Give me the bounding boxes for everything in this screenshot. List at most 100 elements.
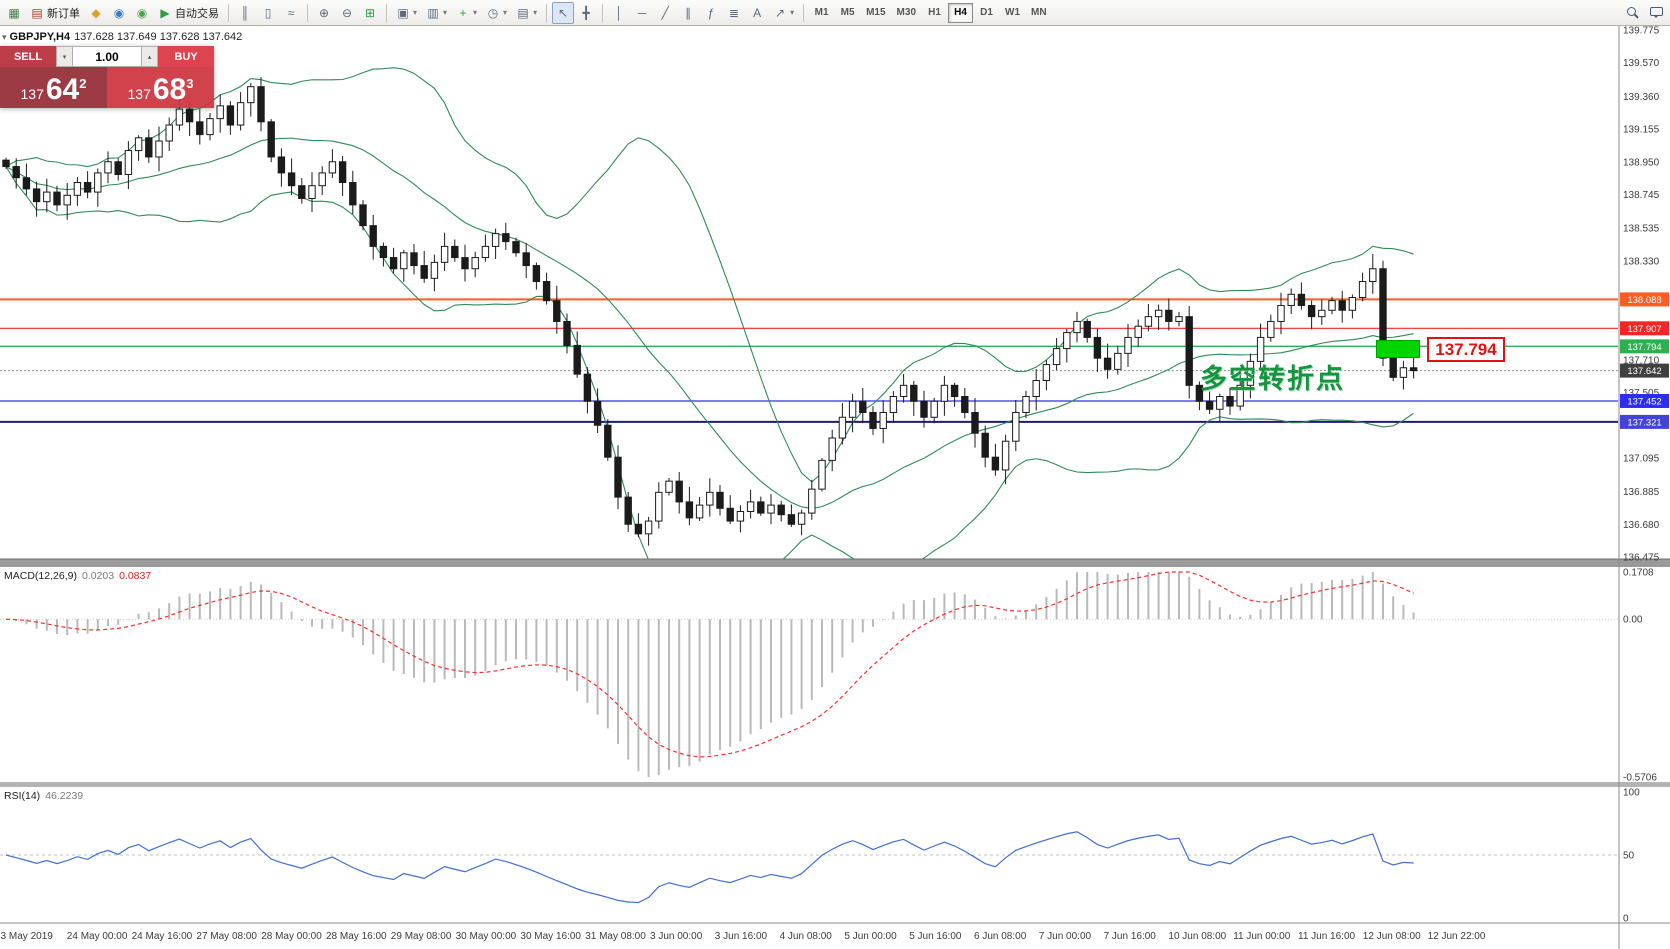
rsi-axis-label: 100 — [1623, 788, 1640, 799]
toolbar-separator — [228, 3, 229, 22]
buy-price[interactable]: 137 68 3 — [107, 67, 214, 108]
chart-canvas[interactable]: 139.775 139.570 139.360 139.155 138.950 138.7… — [0, 26, 1670, 949]
time-axis-label: 30 May 16:00 — [520, 931, 581, 942]
new-order-button-label: 新订单 — [47, 7, 80, 20]
arrows-glyph-icon: ↗ — [775, 5, 786, 20]
price-axis-label: 139.155 — [1623, 125, 1660, 136]
rsi-line — [5, 831, 1414, 904]
horizontal-line-icon[interactable]: ─ — [631, 2, 653, 24]
profile-icon[interactable]: ◉ — [108, 2, 130, 24]
one-click-panel-toggle[interactable]: ▾ — [2, 32, 7, 42]
timeframe-w1[interactable]: W1 — [1000, 3, 1025, 23]
timeframe-mn[interactable]: MN — [1026, 3, 1052, 23]
panel-separator[interactable] — [0, 782, 1670, 787]
level-price-tag — [1620, 393, 1669, 408]
timeframe-d1[interactable]: D1 — [974, 3, 999, 23]
macd-label: MACD(12,26,9) 0.0203 0.0837 — [4, 570, 151, 582]
candlestick-series — [2, 77, 1418, 546]
community-icon[interactable]: ◉ — [131, 2, 153, 24]
tile-windows-glyph-icon: ⊞ — [364, 5, 376, 20]
cascade-windows-icon[interactable]: ▣ ▾ — [392, 2, 421, 24]
timeframe-h1[interactable]: H1 — [922, 3, 947, 23]
period-icon[interactable]: ◷ ▾ — [482, 2, 511, 24]
time-axis-label: 29 May 08:00 — [391, 931, 452, 942]
dropdown-arrow-icon: ▾ — [443, 8, 448, 17]
line-chart-icon[interactable]: ≈ — [280, 2, 302, 24]
timeframe-m15[interactable]: M15 — [861, 3, 890, 23]
vertical-line-icon[interactable]: │ — [608, 2, 630, 24]
arrows-icon[interactable]: ↗ ▾ — [769, 2, 798, 24]
new-chart-icon[interactable]: ▦ — [3, 2, 25, 24]
level-price-tag-text: 137.907 — [1627, 324, 1661, 335]
zoom-out-icon[interactable]: ⊖ — [336, 2, 358, 24]
dropdown-arrow-icon: ▾ — [790, 8, 795, 17]
chat-button[interactable] — [1645, 2, 1667, 24]
price-axis-label: 138.330 — [1623, 256, 1660, 267]
panel-separator[interactable] — [0, 559, 1670, 567]
price-callout[interactable]: 137.794 — [1427, 337, 1505, 362]
rsi-value: 46.2239 — [45, 790, 84, 802]
time-axis-label: 3 Jun 16:00 — [715, 931, 768, 942]
macd-axis-label: 0.1708 — [1623, 568, 1654, 579]
level-price-tag — [1620, 321, 1669, 336]
level-price-tag-text: 137.321 — [1627, 417, 1661, 428]
time-axis-label: 5 Jun 16:00 — [909, 931, 962, 942]
trendline-glyph-icon: ╱ — [661, 5, 669, 20]
cursor-icon[interactable]: ↖ — [552, 1, 575, 24]
volume-input[interactable] — [73, 46, 141, 67]
template-icon[interactable]: ▤ ▾ — [512, 2, 541, 24]
trendline-icon[interactable]: ╱ — [654, 2, 676, 24]
buy-button[interactable]: BUY — [158, 46, 214, 67]
chart-region: 139.775 139.570 139.360 139.155 138.950 138.7… — [0, 26, 1670, 949]
lines-group-icon[interactable]: ≣ — [723, 2, 745, 24]
tile-windows-icon[interactable]: ⊞ — [359, 2, 381, 24]
new-order-button[interactable]: ▤ 新订单 — [26, 2, 84, 24]
new-order-glyph-icon: ▤ — [31, 5, 43, 20]
time-axis-label: 31 May 08:00 — [585, 931, 646, 942]
timeframe-m30[interactable]: M30 — [892, 3, 921, 23]
time-axis[interactable]: 23 May 2019 24 May 00:00 24 May 16:00 27 Ma… — [0, 922, 1670, 942]
time-axis-label: 3 Jun 00:00 — [650, 931, 703, 942]
period-glyph-icon: ◷ — [487, 5, 499, 20]
symbol-info: ▾ GBPJPY,H4 137.628 137.649 137.628 137.64… — [2, 31, 242, 43]
arrange-windows-icon[interactable]: ▥ ▾ — [422, 2, 451, 24]
files-icon[interactable]: ◆ — [85, 2, 107, 24]
candlestick-chart-icon[interactable]: ▯ — [257, 2, 279, 24]
lines-group-glyph-icon: ≣ — [729, 5, 740, 20]
zoom-in-icon[interactable]: ⊕ — [313, 2, 335, 24]
cascade-windows-glyph-icon: ▣ — [397, 5, 409, 20]
add-indicator-glyph-icon: + — [459, 5, 467, 20]
fibonacci-glyph-icon: ƒ — [707, 5, 715, 20]
timeframe-m1[interactable]: M1 — [809, 3, 834, 23]
sell-button[interactable]: SELL — [0, 46, 56, 67]
level-price-tag — [1620, 292, 1669, 307]
main-price-panel[interactable] — [0, 67, 1618, 616]
highlight-rectangle[interactable] — [1376, 340, 1420, 358]
crosshair-icon[interactable]: ╋ — [575, 2, 597, 24]
price-axis-label: 136.885 — [1623, 487, 1660, 498]
arrange-windows-glyph-icon: ▥ — [427, 5, 439, 20]
rsi-axis-label: 0 — [1623, 914, 1629, 925]
sell-price[interactable]: 137 64 2 — [0, 67, 107, 108]
timeframe-m5[interactable]: M5 — [835, 3, 860, 23]
bar-chart-icon[interactable]: ║ — [234, 2, 256, 24]
price-axis[interactable]: 139.775 139.570 139.360 139.155 138.950 138.7… — [1618, 26, 1669, 949]
level-lines[interactable] — [0, 298, 1618, 423]
ohlc-values: 137.628 137.649 137.628 137.642 — [74, 31, 243, 43]
time-axis-label: 12 Jun 08:00 — [1363, 931, 1421, 942]
fibonacci-icon[interactable]: ƒ — [700, 2, 722, 24]
turning-point-annotation[interactable]: 多空转折点 — [1200, 364, 1345, 394]
add-indicator-icon[interactable]: + ▾ — [452, 2, 481, 24]
time-axis-label: 12 Jun 22:00 — [1428, 931, 1486, 942]
equidistant-channel-icon[interactable]: ∥ — [677, 2, 699, 24]
time-axis-label: 7 Jun 00:00 — [1039, 931, 1092, 942]
volume-decrease-button[interactable]: ▾ — [56, 46, 73, 67]
auto-trading-button[interactable]: ▶ 自动交易 — [154, 2, 223, 24]
time-axis-label: 4 Jun 08:00 — [780, 931, 833, 942]
text-icon[interactable]: A — [746, 2, 768, 24]
volume-increase-button[interactable]: ▴ — [141, 46, 158, 67]
timeframe-h4[interactable]: H4 — [948, 2, 973, 23]
search-button[interactable] — [1621, 2, 1643, 24]
macd-axis-label: -0.5706 — [1623, 773, 1657, 784]
rsi-indicator — [0, 831, 1618, 904]
